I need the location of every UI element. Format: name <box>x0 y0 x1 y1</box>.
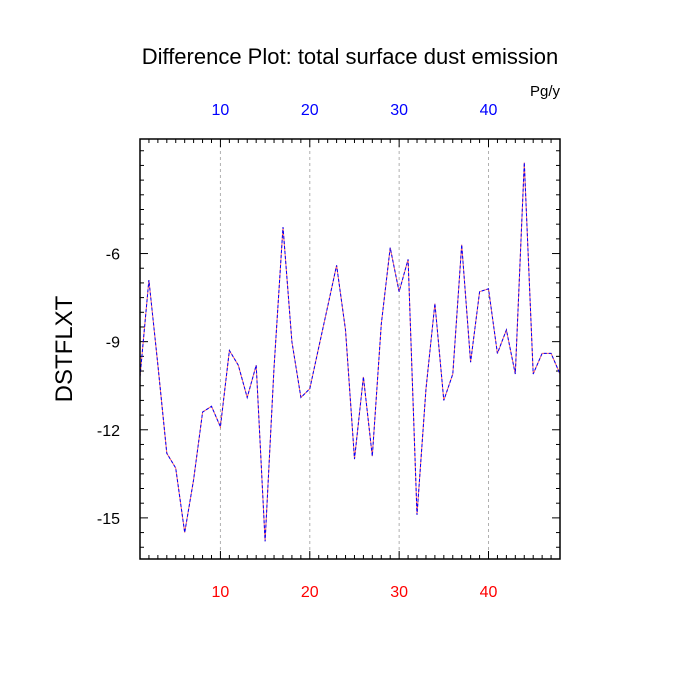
y-tick-label: -9 <box>106 335 120 352</box>
x-bottom-tick-label: 30 <box>390 584 408 601</box>
units-label: Pg/y <box>530 83 561 100</box>
y-tick-label: -6 <box>106 247 120 264</box>
x-top-tick-label: 20 <box>301 102 319 119</box>
y-axis-label: DSTFLXT <box>51 295 78 402</box>
series-line-1 <box>139 162 561 542</box>
grid-lines <box>219 139 490 559</box>
chart-title: Difference Plot: total surface dust emis… <box>142 44 559 69</box>
plot-frame <box>139 138 561 560</box>
x-top-tick-label: 10 <box>212 102 230 119</box>
x-bottom-tick-label: 10 <box>212 584 230 601</box>
x-bottom-tick-label: 20 <box>301 584 319 601</box>
x-top-tick-label: 40 <box>480 102 498 119</box>
y-tick-label: -12 <box>97 423 120 440</box>
x-top-tick-label: 30 <box>390 102 408 119</box>
x-bottom-tick-label: 40 <box>480 584 498 601</box>
tick-labels: 10 10 20 20 30 30 40 40 -15 -12 -9 -6 <box>97 102 498 601</box>
series-group <box>139 162 561 542</box>
y-tick-label: -15 <box>97 511 120 528</box>
